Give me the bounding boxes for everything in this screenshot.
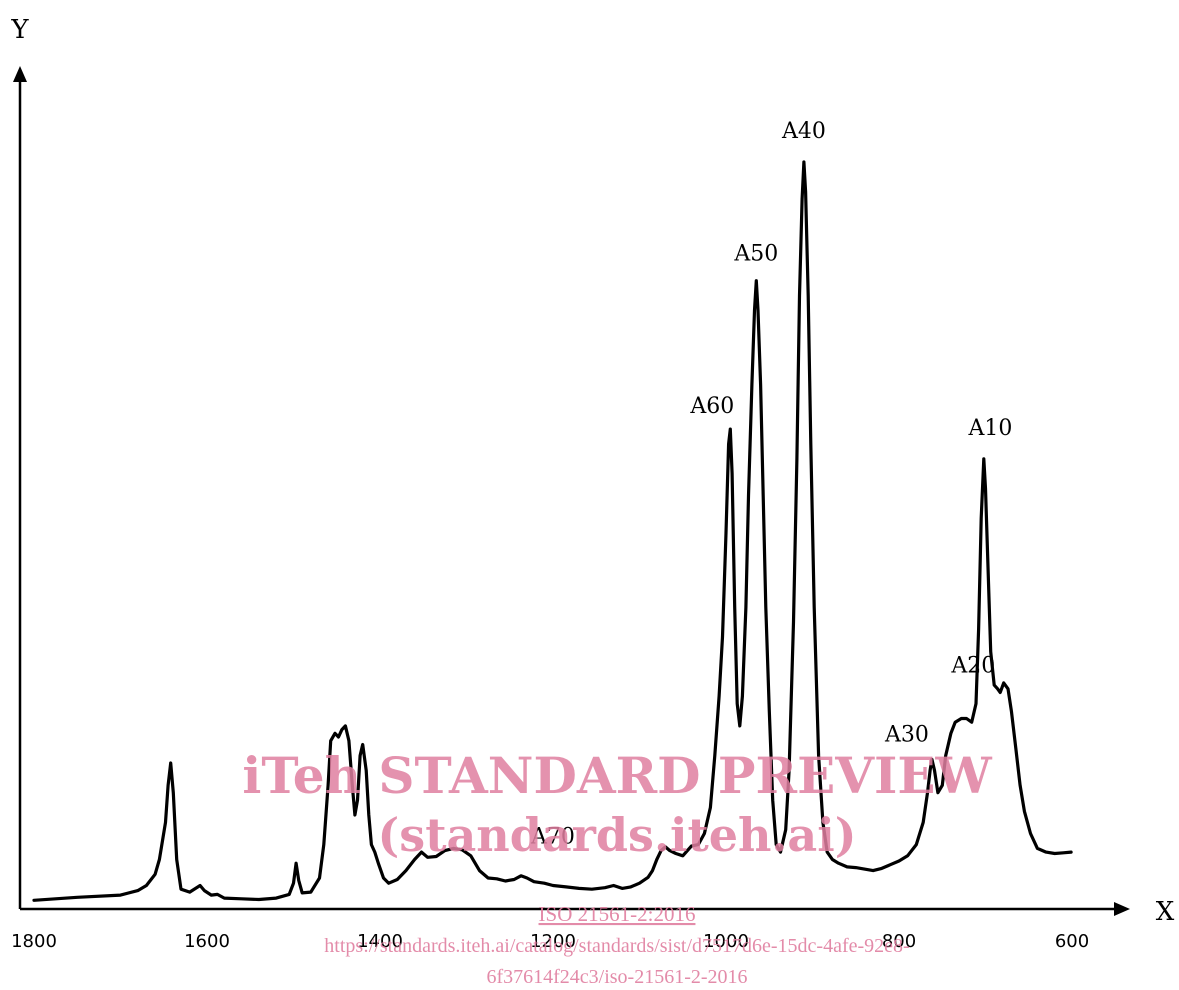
watermark-doc-ref[interactable]: ISO 21561-2:2016 <box>539 902 696 926</box>
watermark-url-line1[interactable]: https://standards.iteh.ai/catalog/standa… <box>324 935 909 957</box>
peak-label-a50: A50 <box>733 242 778 267</box>
peak-label-a40: A40 <box>781 119 826 144</box>
x-tick-labels: 1800 1600 1400 1200 1000 800 600 <box>11 931 1089 952</box>
watermark-line1: iTeh STANDARD PREVIEW <box>242 746 992 805</box>
peak-label-a70: A70 <box>530 825 575 850</box>
x-tick-label: 1400 <box>357 931 403 952</box>
x-tick-label: 600 <box>1055 931 1089 952</box>
x-axis-label: X <box>1156 897 1175 927</box>
x-tick-label: 1000 <box>703 931 749 952</box>
x-axis-arrow <box>1114 902 1130 916</box>
watermark-url-line2[interactable]: 6f37614f24c3/iso-21561-2-2016 <box>486 966 747 988</box>
y-axis-label: Y <box>10 15 29 45</box>
spectrum-series-line <box>32 160 1073 902</box>
peak-label-a10: A10 <box>968 416 1013 441</box>
x-tick-label: 1600 <box>184 931 230 952</box>
peak-label-a60: A60 <box>689 394 734 419</box>
y-axis-arrow <box>13 66 27 82</box>
x-tick-label: 1800 <box>11 931 57 952</box>
watermark-line2: (standards.iteh.ai) <box>378 808 857 862</box>
x-tick-label: 800 <box>882 931 916 952</box>
peak-annotations: A10 A20 A30 A40 A50 A60 A70 <box>530 119 1012 850</box>
peak-label-a20: A20 <box>950 654 995 679</box>
x-tick-label: 1200 <box>530 931 576 952</box>
peak-label-a30: A30 <box>884 722 929 747</box>
